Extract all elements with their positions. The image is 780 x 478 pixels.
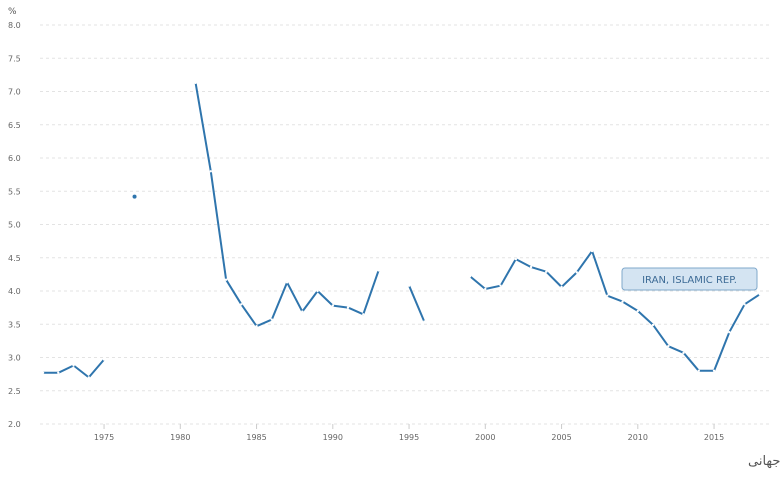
x-tick-label: 1990	[323, 433, 343, 442]
data-point[interactable]	[423, 320, 426, 323]
data-point[interactable]	[712, 369, 716, 372]
data-point[interactable]	[514, 257, 517, 261]
y-tick-label: 4.5	[8, 254, 21, 263]
series-line-segment	[194, 82, 380, 328]
data-point[interactable]	[758, 293, 761, 296]
y-tick-label: 5.5	[8, 187, 21, 196]
data-point[interactable]	[407, 284, 411, 287]
data-point[interactable]	[316, 289, 319, 293]
y-tick-label: 3.5	[8, 320, 21, 329]
series-label[interactable]: IRAN, ISLAMIC REP.	[621, 267, 758, 291]
x-tick-label: 1980	[170, 433, 190, 442]
series-points	[41, 81, 761, 379]
y-axis-ticks: 2.0 2.5 3.0 3.5 4.0 4.5 5.0 5.5 6.0 6.5 7.0 7.5 8.0	[8, 21, 21, 429]
data-point[interactable]	[209, 170, 212, 173]
data-point[interactable]	[667, 344, 670, 348]
x-tick-label: 1995	[399, 433, 419, 442]
source-credit: منبع: بانک جهانی	[748, 454, 780, 469]
x-tick-label: 1975	[94, 433, 114, 442]
data-point[interactable]	[484, 287, 487, 291]
data-point[interactable]	[529, 265, 533, 269]
data-point[interactable]	[728, 331, 731, 334]
data-point[interactable]	[72, 364, 75, 367]
x-tick-label: 2015	[704, 433, 724, 442]
y-tick-label: 2.5	[8, 387, 21, 396]
x-tick-label: 2005	[551, 433, 571, 442]
y-tick-label: 7.0	[8, 88, 21, 97]
y-unit-label: %	[8, 7, 17, 17]
x-tick-label: 2000	[475, 433, 495, 442]
data-point[interactable]	[132, 194, 137, 199]
data-point[interactable]	[697, 369, 700, 372]
data-point[interactable]	[255, 325, 258, 328]
data-point[interactable]	[621, 300, 624, 303]
data-point[interactable]	[301, 310, 304, 313]
y-tick-label: 7.5	[8, 54, 21, 63]
y-tick-label: 2.0	[8, 420, 21, 429]
y-tick-label: 5.0	[8, 221, 21, 230]
data-point[interactable]	[57, 371, 60, 374]
y-tick-label: 4.0	[8, 287, 21, 296]
y-tick-label: 6.5	[8, 121, 21, 130]
series-line-segment	[408, 285, 426, 322]
data-point[interactable]	[377, 269, 380, 272]
x-tick-label: 2010	[628, 433, 648, 442]
data-point[interactable]	[590, 249, 594, 253]
data-point[interactable]	[606, 294, 609, 297]
x-axis-ticks: 1975 1980 1985 1990 1995 2000 2005 2010 2015	[94, 424, 724, 442]
series-line-segment	[469, 250, 761, 372]
data-point[interactable]	[41, 371, 45, 374]
series-label-box[interactable]	[621, 267, 758, 291]
data-point[interactable]	[224, 278, 228, 281]
data-point[interactable]	[194, 81, 197, 85]
data-point[interactable]	[240, 303, 243, 306]
data-point[interactable]	[468, 275, 472, 278]
series-line-segment	[43, 358, 105, 379]
data-point[interactable]	[102, 358, 106, 361]
data-point[interactable]	[87, 376, 91, 379]
data-point[interactable]	[651, 323, 655, 327]
series-lines	[43, 82, 761, 379]
data-point[interactable]	[331, 304, 334, 307]
data-point[interactable]	[270, 318, 273, 321]
grid-layer	[40, 24, 772, 425]
y-tick-label: 3.0	[8, 354, 21, 363]
data-point[interactable]	[743, 303, 746, 306]
x-tick-label: 1985	[246, 433, 266, 442]
data-point[interactable]	[362, 313, 365, 316]
data-point[interactable]	[636, 309, 639, 313]
data-point[interactable]	[575, 271, 578, 274]
y-tick-label: 6.0	[8, 154, 21, 163]
y-tick-label: 8.0	[8, 21, 21, 30]
data-point[interactable]	[285, 281, 289, 284]
data-point[interactable]	[499, 284, 502, 287]
data-point[interactable]	[682, 351, 685, 355]
data-point[interactable]	[560, 285, 563, 289]
data-point[interactable]	[545, 270, 548, 273]
data-point[interactable]	[346, 306, 350, 309]
series-label-text: IRAN, ISLAMIC REP.	[642, 275, 737, 286]
